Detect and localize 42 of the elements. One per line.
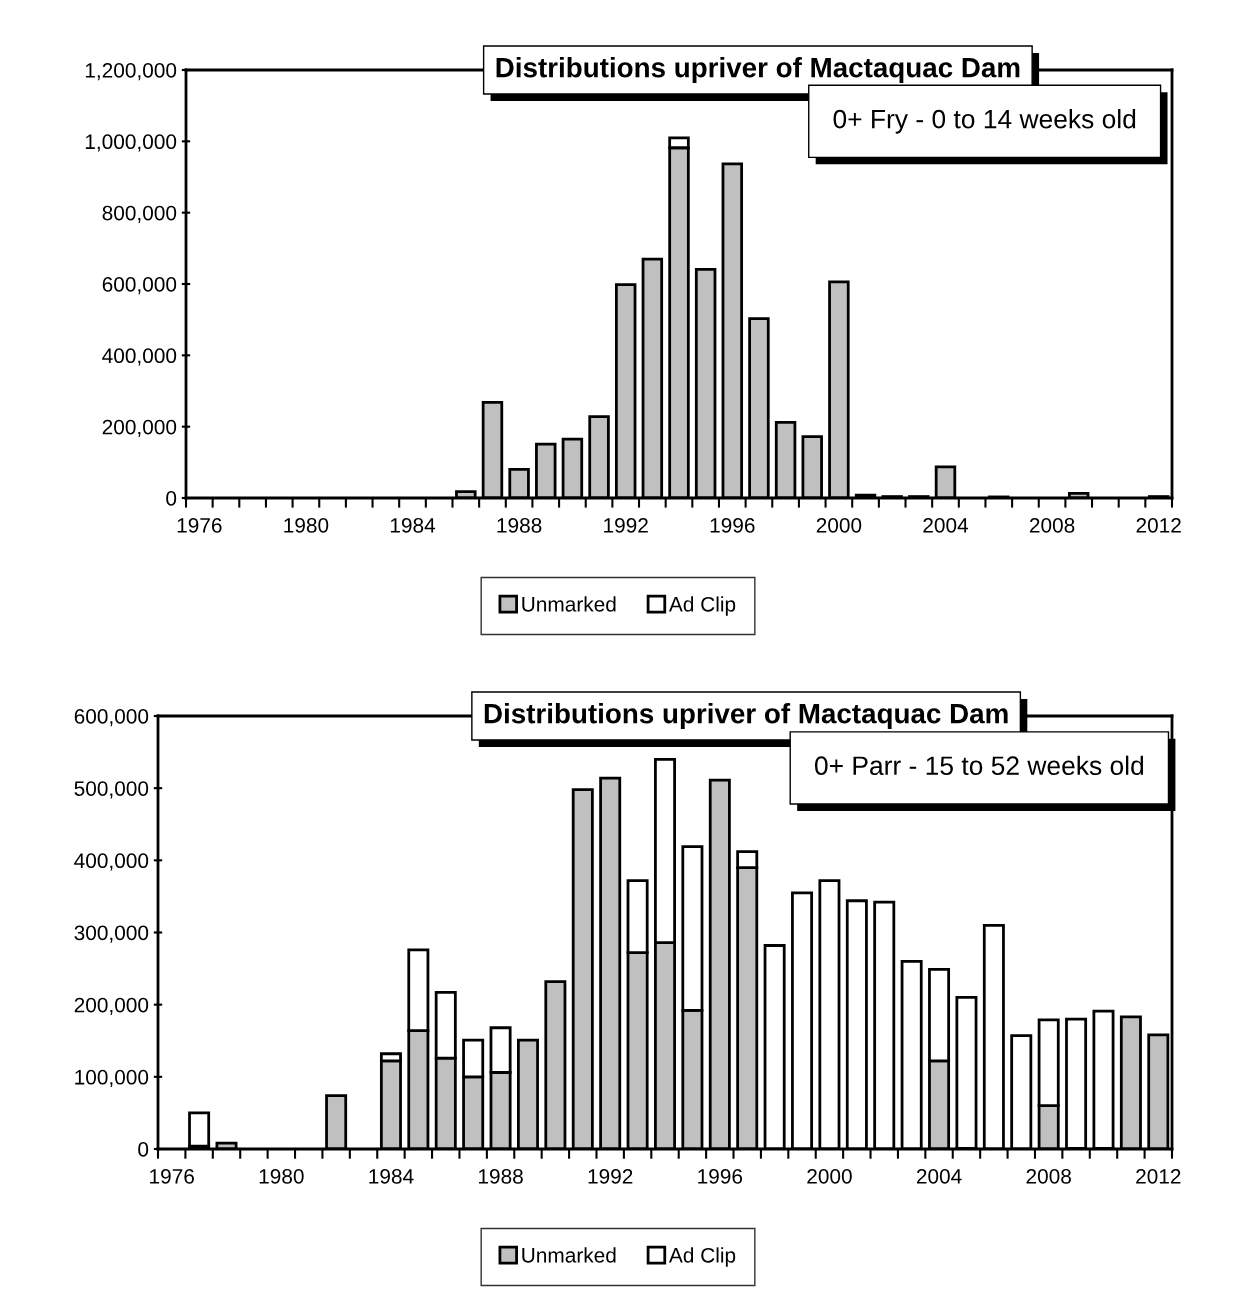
x-tick-label: 1984 <box>369 1168 414 1184</box>
x-tick-label: 1992 <box>604 517 648 533</box>
legend-label: Ad Clip <box>668 1247 736 1267</box>
x-tick-label: 1976 <box>177 517 222 533</box>
x-tick-label: 1984 <box>390 517 436 533</box>
y-tick-label: 200,000 <box>102 419 177 437</box>
x-tick-label: 1980 <box>284 517 329 533</box>
x-tick-label: 2008 <box>1026 1168 1071 1184</box>
legend-label: Unmarked <box>522 1247 616 1263</box>
y-tick-label: 400,000 <box>74 853 149 871</box>
text: 0+ Fry - 0 to 14 weeks old <box>833 109 1136 134</box>
chart-title: Distributions upriver of Mactaquac Dam <box>484 703 1008 729</box>
x-tick-label: 2012 <box>1136 1168 1181 1184</box>
y-tick-label: 400,000 <box>102 348 177 366</box>
x-tick-label: 2008 <box>1029 517 1075 533</box>
chart-title: Distributions upriver of Mactaquac Dam <box>496 57 1020 83</box>
y-tick-label: 600,000 <box>102 277 177 295</box>
x-tick-label: 1992 <box>588 1168 633 1184</box>
x-tick-label: 1996 <box>710 517 755 533</box>
y-tick-label: 500,000 <box>74 781 149 799</box>
y-tick-label: 100,000 <box>75 1069 149 1088</box>
x-tick-label: 1976 <box>150 1168 194 1184</box>
y-tick-label: 0 <box>166 491 177 506</box>
y-tick-label: 600,000 <box>74 709 149 727</box>
x-tick-label: 1996 <box>698 1168 743 1184</box>
x-tick-label: 2000 <box>816 517 862 533</box>
legend-label: Unmarked <box>522 596 616 612</box>
x-tick-label: 1980 <box>259 1168 304 1184</box>
x-tick-label: 2012 <box>1136 517 1181 533</box>
y-tick-label: 200,000 <box>74 997 149 1015</box>
y-tick-label: 300,000 <box>74 925 149 943</box>
x-tick-label: 2000 <box>807 1168 852 1184</box>
y-tick-label: 1,200,000 <box>85 63 177 81</box>
text: 0+ Parr - 15 to 52 weeks old <box>814 755 1144 776</box>
y-tick-label: 0 <box>138 1142 149 1157</box>
y-tick-label: 800,000 <box>102 205 177 223</box>
x-tick-label: 1988 <box>497 517 542 533</box>
y-tick-label: 1,000,000 <box>85 134 177 152</box>
x-tick-label: 1988 <box>478 1168 523 1184</box>
legend-label: Ad Clip <box>668 596 736 616</box>
x-tick-label: 2004 <box>923 517 969 533</box>
x-tick-label: 2004 <box>916 1168 962 1184</box>
